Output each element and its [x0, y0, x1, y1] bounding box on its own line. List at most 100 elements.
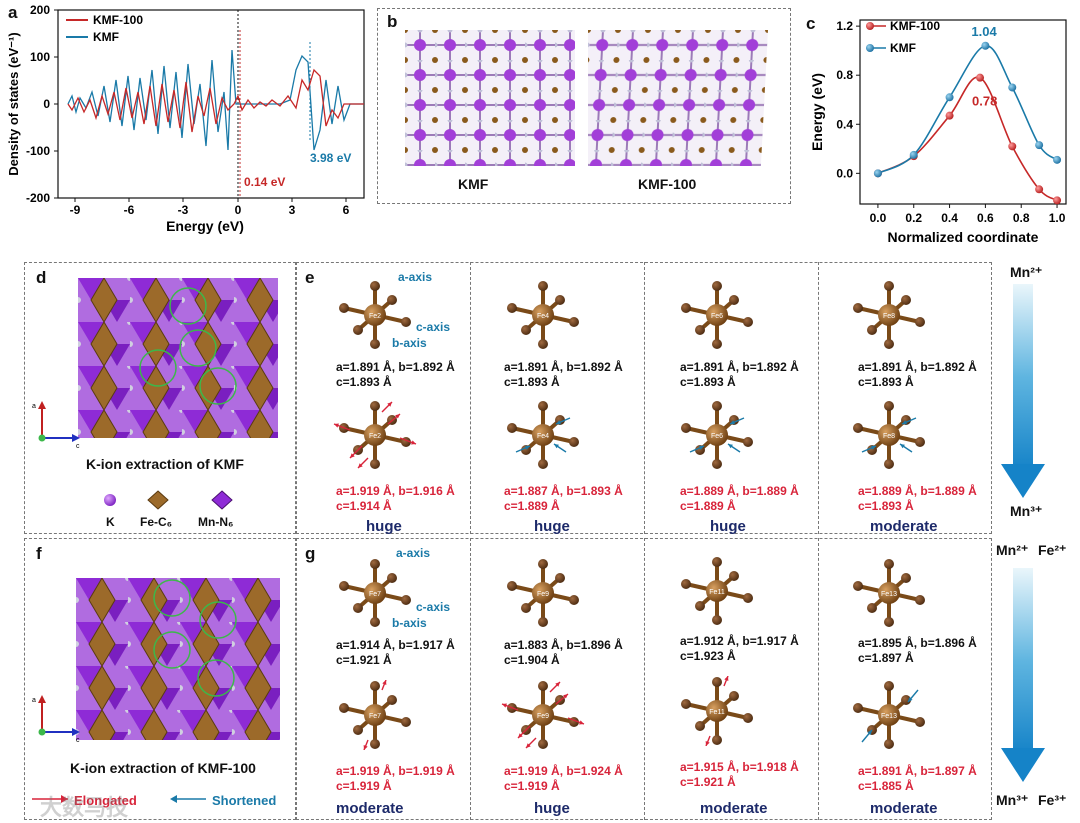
- energy-xtick: 1.0: [1049, 211, 1066, 225]
- ligand-atom: [695, 601, 705, 611]
- g-before-1: a=1.895 Å, b=1.896 Å: [858, 636, 977, 650]
- ligand-atom: [867, 325, 877, 335]
- ligand-atom: [915, 595, 925, 605]
- ligand-atom: [507, 581, 517, 591]
- energy-point: [909, 150, 918, 159]
- ligand-atom: [884, 617, 894, 627]
- fe7-octahedron-bottom: Fe7: [339, 680, 411, 750]
- energy-point: [1008, 83, 1017, 92]
- energy-point: [945, 93, 954, 102]
- structure-legend-icons: [104, 490, 233, 510]
- fe11-octahedron-bottom: Fe11: [681, 676, 753, 746]
- mn-n6-icon: [211, 490, 233, 510]
- g-before-1: a=1.883 Å, b=1.896 Å: [504, 638, 623, 652]
- k-atom-icon: [104, 494, 116, 506]
- ligand-atom: [915, 317, 925, 327]
- ligand-atom: [712, 459, 722, 469]
- energy-legend-marker-kmf100: [866, 22, 874, 30]
- ligand-atom: [370, 339, 380, 349]
- fe13-octahedron-top: Fe13: [853, 559, 925, 627]
- fe-atom: [364, 424, 386, 446]
- fe9-octahedron-bottom: Fe9: [501, 681, 585, 749]
- ligand-atom: [884, 339, 894, 349]
- ligand-atom: [339, 703, 349, 713]
- energy-point: [1035, 141, 1044, 150]
- fe-label: Fe2: [369, 313, 381, 320]
- energy-peak-kmf100: 0.78: [972, 94, 997, 109]
- ligand-atom: [729, 691, 739, 701]
- dos-chart: 200 100 0 -100 -200 -9 -6 -3 0 3 6 Energ…: [6, 3, 365, 234]
- ligand-atom: [915, 437, 925, 447]
- fe-atom: [532, 424, 554, 446]
- ligand-atom: [695, 325, 705, 335]
- g-level-1: moderate: [336, 800, 404, 817]
- ligand-atom: [884, 281, 894, 291]
- g-after-2: c=1.919 Å: [336, 779, 392, 793]
- e-before-1: a=1.891 Å, b=1.892 Å: [680, 360, 799, 374]
- g-after-2: c=1.885 Å: [858, 779, 914, 793]
- dos-ytick: 100: [30, 50, 50, 64]
- ligand-atom: [387, 295, 397, 305]
- e-arrow-top-label: Mn²⁺: [1010, 264, 1043, 280]
- ligand-atom: [387, 573, 397, 583]
- fe-atom: [364, 304, 386, 326]
- panel-label-f: f: [36, 544, 42, 563]
- e-after-1: a=1.919 Å, b=1.916 Å: [336, 484, 455, 498]
- fe-atom: [706, 304, 728, 326]
- fe6-octahedron-top: Fe6: [681, 281, 753, 349]
- ligand-atom: [370, 739, 380, 749]
- axis-c-label: c: [76, 737, 80, 742]
- energy-legend-kmf100: KMF-100: [890, 19, 940, 33]
- ligand-atom: [729, 571, 739, 581]
- fe-atom: [878, 304, 900, 326]
- ligand-atom: [884, 681, 894, 691]
- ligand-atom: [387, 695, 397, 705]
- ligand-atom: [569, 595, 579, 605]
- panel-label-b: b: [387, 12, 398, 31]
- energy-point: [945, 111, 954, 120]
- e-level-2: huge: [534, 518, 570, 535]
- dos-gap-kmf100: 0.14 eV: [244, 175, 285, 189]
- ligand-atom: [538, 401, 548, 411]
- ligand-atom: [555, 573, 565, 583]
- e-after-2: c=1.893 Å: [858, 499, 914, 513]
- energy-series-kmf: [877, 44, 1058, 175]
- ligand-atom: [370, 459, 380, 469]
- ligand-atom: [569, 437, 579, 447]
- legend-mn-n6: Mn-N₆: [198, 515, 234, 529]
- e-level-4: moderate: [870, 518, 938, 535]
- dos-xtick: -9: [70, 203, 81, 217]
- ligand-atom: [555, 295, 565, 305]
- ligand-atom: [507, 423, 517, 433]
- structure-label-kmf: KMF: [458, 176, 489, 192]
- ligand-atom: [712, 557, 722, 567]
- ligand-atom: [339, 581, 349, 591]
- g-before-1: a=1.914 Å, b=1.917 Å: [336, 638, 455, 652]
- panel-label-c: c: [806, 14, 816, 33]
- g-arrow-top-mn: Mn²⁺: [996, 542, 1029, 558]
- fe8-octahedron-bottom: Fe8: [853, 401, 925, 469]
- axes-icon: a c: [32, 401, 80, 448]
- elongated-arrow-icon: [32, 795, 68, 803]
- structure-label-kmf100: KMF-100: [638, 176, 697, 192]
- ligand-atom: [884, 739, 894, 749]
- dos-xtick: -6: [124, 203, 135, 217]
- ligand-atom: [401, 717, 411, 727]
- ligand-atom: [853, 581, 863, 591]
- energy-legend-kmf: KMF: [890, 41, 916, 55]
- ligand-atom: [743, 317, 753, 327]
- ligand-atom: [538, 559, 548, 569]
- e-arrow-bottom-label: Mn³⁺: [1010, 503, 1043, 519]
- g-before-2: c=1.904 Å: [504, 653, 560, 667]
- ligand-atom: [901, 295, 911, 305]
- g-a-axis-label: a-axis: [396, 546, 431, 560]
- energy-point: [1053, 155, 1062, 164]
- ligand-atom: [538, 339, 548, 349]
- ligand-atom: [681, 579, 691, 589]
- ligand-atom: [538, 681, 548, 691]
- dos-legend-kmf100: KMF-100: [93, 13, 143, 27]
- ligand-atom: [743, 437, 753, 447]
- energy-series-kmf100: [877, 76, 1058, 202]
- e-after-2: c=1.889 Å: [680, 499, 736, 513]
- ligand-atom: [853, 703, 863, 713]
